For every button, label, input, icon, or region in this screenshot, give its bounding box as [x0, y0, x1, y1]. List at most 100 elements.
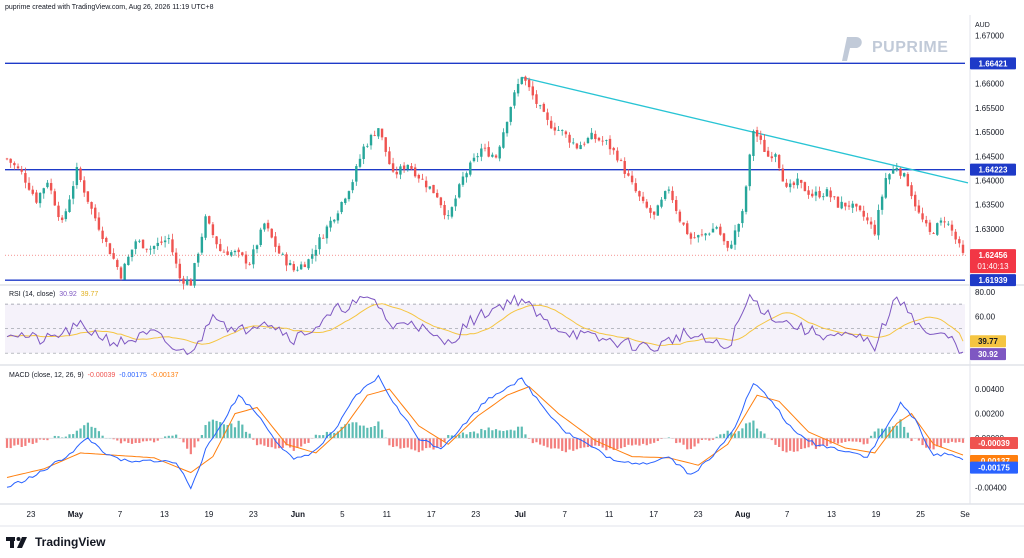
macd-hist-bar-92 — [344, 424, 347, 439]
macd-hist-bar-11 — [46, 438, 49, 441]
macd-hist-bar-85 — [318, 435, 321, 439]
macd-tick-label-1: 0.00200 — [975, 410, 1004, 419]
macd-hist-bar-52 — [197, 438, 200, 442]
candle-body-138 — [513, 92, 516, 106]
candle-body-164 — [608, 138, 612, 150]
candle-body-46 — [174, 252, 178, 264]
macd-hist-bar-120 — [447, 435, 450, 439]
candle-body-110 — [410, 166, 413, 169]
tradingview-logo[interactable]: TradingView — [6, 535, 105, 549]
macd-hist-bar-3 — [16, 438, 20, 445]
macd-hist-bar-239 — [884, 428, 887, 439]
macd-hist-bar-48 — [182, 438, 185, 443]
macd-hist-bar-67 — [252, 438, 255, 440]
candle-body-108 — [402, 165, 406, 170]
macd-hist-bar-43 — [164, 436, 167, 439]
candle-body-61 — [230, 252, 233, 256]
candle-body-120 — [447, 215, 450, 217]
macd-hist-bar-101 — [377, 421, 380, 439]
candle-body-92 — [344, 198, 347, 204]
candle-body-20 — [79, 168, 82, 180]
horizontal-level-badge-2 — [970, 274, 1016, 287]
candle-body-177 — [656, 205, 660, 216]
macd-hist-bar-118 — [439, 438, 442, 448]
macd-hist-bar-51 — [193, 438, 196, 448]
candle-body-79 — [296, 269, 299, 271]
macd-hist-bar-94 — [351, 422, 354, 439]
macd-hist-bar-224 — [829, 438, 832, 444]
macd-hist-bar-29 — [112, 438, 115, 440]
macd-hist-bar-230 — [851, 438, 854, 442]
macd-hist-bar-99 — [369, 427, 373, 439]
candle-body-112 — [417, 175, 421, 179]
candle-body-151 — [561, 130, 564, 131]
candle-body-81 — [303, 264, 307, 268]
macd-hist-bar-166 — [616, 438, 619, 450]
candle-body-202 — [748, 154, 751, 187]
candle-body-105 — [391, 163, 395, 172]
candle-body-231 — [855, 203, 858, 207]
candle-body-91 — [340, 201, 343, 213]
macd-hist-bar-64 — [241, 424, 244, 439]
macd-hist-bar-16 — [64, 436, 67, 439]
time-tick-label-3: 13 — [160, 510, 169, 519]
candle-body-22 — [86, 191, 90, 202]
candle-body-106 — [395, 171, 398, 175]
macd-signal-badge-label: -0.00137 — [978, 457, 1010, 466]
candle-body-143 — [531, 86, 534, 96]
macd-hist-bar-160 — [594, 438, 597, 446]
time-tick-label-15: 23 — [694, 510, 703, 519]
candle-body-118 — [439, 197, 443, 206]
price-tick-label-2: 1.65500 — [975, 104, 1004, 113]
macd-hist-bar-108 — [403, 438, 406, 448]
price-tick-label-4: 1.64500 — [975, 152, 1004, 161]
macd-hist-bar-0 — [5, 438, 9, 448]
macd-hist-bar-219 — [811, 438, 814, 446]
candle-body-250 — [925, 219, 928, 224]
rsi-value-badge — [970, 348, 1006, 361]
time-tick-label-20: 25 — [916, 510, 925, 519]
macd-hist-bar-187 — [693, 438, 696, 447]
macd-hist-bar-225 — [833, 438, 836, 443]
macd-hist-bar-228 — [844, 438, 847, 442]
candle-body-137 — [509, 106, 512, 122]
macd-hist-bar-13 — [53, 435, 56, 439]
macd-hist-bar-145 — [539, 438, 542, 445]
horizontal-level-badge-1 — [970, 163, 1016, 176]
candle-body-156 — [579, 145, 582, 150]
macd-hist-bar-53 — [200, 435, 203, 439]
candle-body-12 — [49, 183, 53, 191]
candle-body-67 — [252, 249, 255, 265]
chart-header: puprime created with TradingView.com, Au… — [5, 4, 214, 11]
candle-body-260 — [961, 244, 965, 253]
candle-body-10 — [42, 188, 45, 194]
macd-hist-bar-63 — [237, 420, 240, 439]
macd-hist-bar-197 — [730, 432, 733, 439]
candle-body-259 — [958, 239, 961, 244]
candle-body-193 — [715, 227, 718, 229]
macd-hist-bar-157 — [583, 438, 586, 448]
macd-hist-bar-206 — [763, 433, 766, 439]
macd-hist-bar-185 — [686, 438, 689, 450]
candle-body-233 — [862, 210, 865, 217]
candle-body-6 — [27, 182, 31, 190]
candle-body-253 — [936, 223, 939, 235]
candle-body-28 — [108, 243, 112, 255]
candle-body-136 — [505, 121, 509, 134]
last-price-label: 1.62456 — [979, 251, 1008, 260]
macd-hist-bar-158 — [586, 438, 590, 448]
candle-body-224 — [829, 190, 832, 198]
candle-body-11 — [46, 182, 49, 188]
macd-hist-bar-235 — [869, 435, 873, 439]
macd-hist-bar-175 — [649, 438, 652, 444]
macd-hist-bar-20 — [79, 428, 82, 439]
horizontal-level-label-0: 1.66421 — [979, 59, 1008, 68]
candle-body-255 — [943, 221, 946, 223]
macd-hist-bar-258 — [954, 438, 957, 443]
macd-hist-bar-98 — [366, 427, 369, 439]
macd-hist-bar-23 — [90, 426, 93, 439]
candle-body-186 — [689, 233, 693, 239]
macd-hist-bar-208 — [770, 438, 773, 441]
candle-body-211 — [781, 168, 785, 182]
